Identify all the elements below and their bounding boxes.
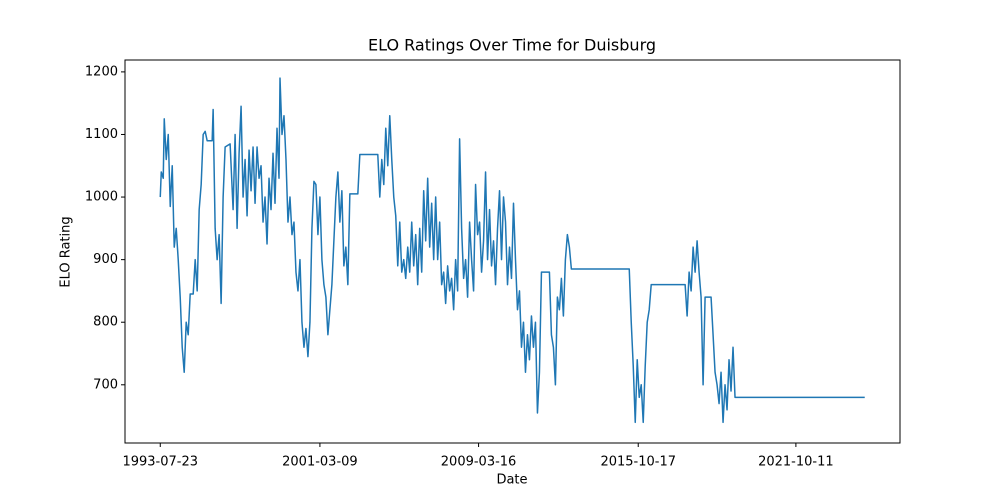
y-tick-label: 1100	[85, 127, 118, 142]
line-series	[159, 77, 865, 424]
x-tick-label: 2009-03-16	[441, 455, 517, 470]
y-tick-label: 1000	[85, 190, 118, 205]
chart-title: ELO Ratings Over Time for Duisburg	[368, 36, 656, 55]
axes-frame	[124, 59, 901, 444]
x-tick-label: 1993-07-23	[122, 455, 198, 470]
x-axis-label: Date	[496, 473, 527, 488]
y-tick-label: 1200	[85, 64, 118, 79]
y-axis-label: ELO Rating	[59, 216, 74, 287]
y-tick-label: 800	[93, 315, 118, 330]
x-tick-label: 2015-10-17	[600, 455, 676, 470]
x-tick-label: 2001-03-09	[282, 455, 358, 470]
y-tick-label: 700	[93, 377, 118, 392]
x-tick-label: 2021-10-11	[758, 455, 834, 470]
y-tick-label: 900	[93, 252, 118, 267]
